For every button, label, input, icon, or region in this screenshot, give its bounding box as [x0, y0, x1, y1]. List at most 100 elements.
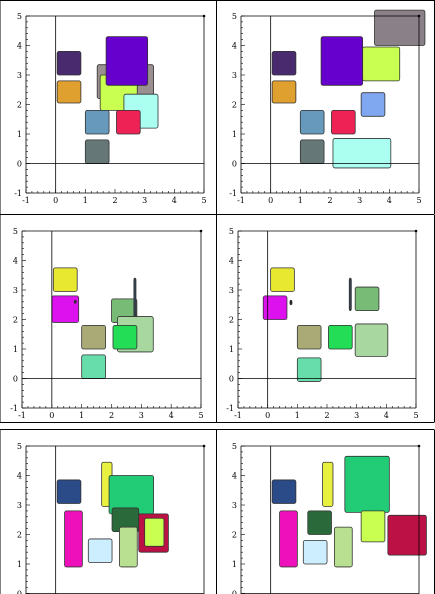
y-tick-label: 5 [13, 227, 18, 236]
rect-8 [87, 538, 113, 563]
rect-7 [64, 510, 83, 568]
y-tick-label: 4 [229, 257, 234, 266]
rect-1 [271, 479, 297, 504]
x-tick-label: 3 [357, 196, 362, 205]
y-tick-label: 1 [17, 130, 22, 139]
x-tick-label: -1 [234, 411, 242, 420]
rect-4 [348, 277, 352, 312]
y-tick-label: 4 [13, 257, 18, 266]
y-tick-label: 3 [17, 501, 22, 510]
rect-4 [271, 51, 297, 76]
y-tick-label: 2 [229, 316, 234, 325]
rect-2 [322, 461, 334, 507]
y-tick-label: 5 [232, 442, 237, 451]
x-tick-label: 0 [53, 196, 58, 205]
rect-5 [360, 510, 386, 543]
x-tick-label: 3 [142, 196, 147, 205]
y-tick-label: 1 [232, 560, 237, 569]
rect-1 [374, 9, 426, 46]
y-tick-label: -1 [229, 189, 237, 198]
rect-9 [84, 139, 110, 164]
rect-8 [116, 110, 141, 135]
x-tick-label: 4 [384, 411, 389, 420]
rect-7 [299, 110, 325, 135]
chart-panel-4: -1 0 1 2 3 4 5 -1 0 1 2 3 4 5 [226, 227, 418, 420]
rect-9 [299, 139, 325, 164]
rect-2 [51, 295, 80, 323]
x-tick-label: 4 [172, 196, 177, 205]
y-tick-label: 0 [17, 590, 22, 594]
rect-6 [387, 514, 427, 556]
corner-point [202, 444, 206, 448]
y-tick-label: 4 [17, 42, 22, 51]
rect-2 [262, 295, 288, 320]
rect-5 [354, 286, 380, 312]
x-tick-label: 0 [265, 411, 270, 420]
y-tick-label: 3 [232, 501, 237, 510]
x-tick-label: -1 [22, 196, 30, 205]
y-tick-label: 1 [232, 130, 237, 139]
rect-4 [307, 510, 332, 535]
rect-6 [144, 517, 165, 547]
corner-point [417, 444, 421, 448]
rect-9 [119, 526, 138, 568]
x-tick-label: 1 [79, 411, 84, 420]
chart-panel-2: -1 0 1 2 3 4 5 -1 0 1 2 3 4 5 [229, 9, 426, 205]
x-tick-label: 2 [112, 196, 117, 205]
x-tick-label: 4 [387, 196, 392, 205]
x-tick-label: 5 [201, 196, 206, 205]
corner-point [417, 14, 421, 18]
y-tick-label: 1 [13, 345, 18, 354]
y-tick-label: 3 [13, 286, 18, 295]
rect-6 [296, 324, 322, 350]
rect-1 [52, 267, 78, 292]
x-tick-label: 5 [413, 411, 418, 420]
y-tick-label: 3 [17, 71, 22, 80]
rect-9 [81, 354, 106, 379]
x-tick-label: 1 [298, 196, 303, 205]
rect-1 [56, 479, 82, 504]
rect-1 [270, 267, 295, 292]
rect-5 [271, 80, 297, 104]
y-tick-label: 5 [229, 227, 234, 236]
rect-8 [354, 323, 389, 357]
y-tick-label: 5 [17, 12, 22, 21]
x-tick-label: 2 [324, 411, 329, 420]
rect-9 [296, 357, 322, 382]
rect-7 [84, 110, 110, 135]
y-tick-label: 3 [229, 286, 234, 295]
chart-panel-3: -1 0 1 2 3 4 5 -1 0 1 2 3 4 5 [10, 227, 203, 420]
corner-point [202, 14, 206, 18]
y-tick-label: 4 [17, 472, 22, 481]
rect-3 [289, 299, 293, 306]
x-tick-label: -1 [237, 196, 245, 205]
x-tick-label: 5 [198, 411, 203, 420]
y-tick-label: 1 [229, 345, 234, 354]
y-tick-label: -1 [10, 404, 18, 413]
x-tick-label: 4 [169, 411, 174, 420]
chart-panels: -1 0 1 2 3 4 5 -1 0 1 2 3 4 5 -1 0 1 2 3 4 5 -1 0 1 2 3 4 5 -1 0 1 2 3 4 5… [10, 9, 427, 594]
corner-point [414, 229, 418, 233]
corner-point [199, 229, 203, 233]
chart-panel-5: 0 1 2 3 4 5 [17, 442, 206, 594]
rect-2 [320, 36, 364, 86]
y-tick-label: 0 [17, 160, 22, 169]
rect-6 [360, 92, 386, 117]
y-tick-label: -1 [226, 404, 234, 413]
rect-7 [279, 510, 298, 568]
y-tick-label: 1 [17, 560, 22, 569]
x-tick-label: 5 [416, 196, 421, 205]
rect-6 [105, 36, 149, 86]
y-tick-label: 2 [232, 531, 237, 540]
chart-panel-1: -1 0 1 2 3 4 5 -1 0 1 2 3 4 5 [14, 12, 206, 205]
rect-7 [81, 324, 106, 350]
y-tick-label: 4 [232, 42, 237, 51]
rect-3 [344, 455, 390, 513]
x-tick-label: 3 [354, 411, 359, 420]
x-tick-label: 0 [268, 196, 273, 205]
x-tick-label: -1 [18, 411, 26, 420]
chart-panel-6: 0 1 2 3 4 5 [232, 442, 427, 594]
rect-9 [334, 526, 353, 568]
x-tick-label: 0 [49, 411, 54, 420]
